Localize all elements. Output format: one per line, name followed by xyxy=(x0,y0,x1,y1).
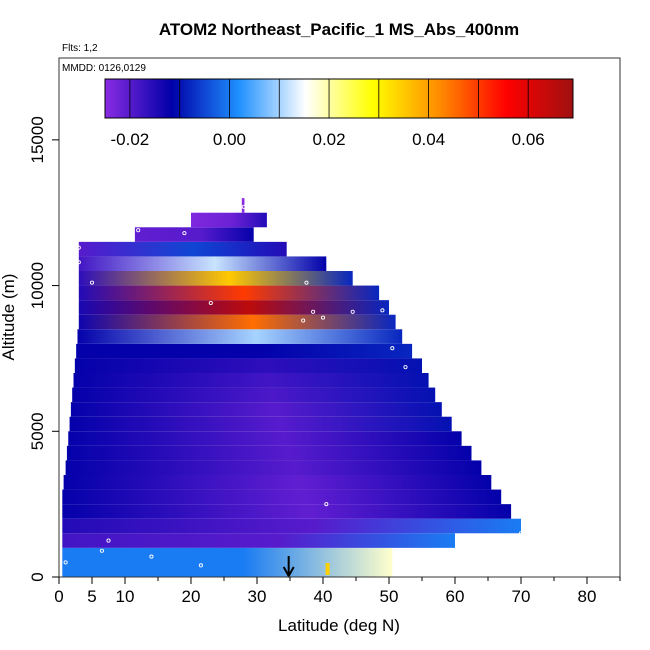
heatmap-row xyxy=(62,504,512,519)
heatmap-cells xyxy=(62,198,522,577)
sample-point xyxy=(149,554,154,559)
sample-point xyxy=(182,231,187,236)
sample-point xyxy=(320,315,326,320)
sample-point xyxy=(136,228,141,233)
sample-point xyxy=(106,538,111,543)
x-tick-label: 20 xyxy=(182,587,201,606)
heatmap-row xyxy=(70,402,442,417)
heatmap-row xyxy=(63,475,492,490)
x-tick-label: 60 xyxy=(446,587,465,606)
heatmap-row xyxy=(68,431,462,446)
heatmap-row xyxy=(78,300,390,315)
colorbar-tick-label: 0.00 xyxy=(213,130,246,149)
heatmap-row xyxy=(78,241,287,257)
heatmap-row xyxy=(77,329,403,344)
location-markers xyxy=(282,556,330,579)
sample-point xyxy=(350,309,355,314)
heatmap-row xyxy=(73,373,429,388)
heatmap-row xyxy=(62,547,393,577)
x-tick-label: 10 xyxy=(116,587,135,606)
heatmap-row xyxy=(134,227,254,242)
colorbar-tick-label: 0.06 xyxy=(512,130,545,149)
sample-point xyxy=(380,308,385,313)
sample-point xyxy=(208,301,213,306)
y-tick-label: 10000 xyxy=(28,262,47,309)
heatmap-row xyxy=(62,533,456,548)
y-axis: 0 5000 10000 15000 xyxy=(28,116,59,582)
heatmap-row xyxy=(62,518,522,534)
chart-title: ATOM2 Northeast_Pacific_1 MS_Abs_400nm xyxy=(159,20,519,39)
heatmap-row xyxy=(62,489,502,505)
x-tick-label: 0 xyxy=(54,587,63,606)
colorbar-tick-label: 0.02 xyxy=(312,130,345,149)
colorbar: -0.02 0.00 0.02 0.04 0.06 xyxy=(104,78,574,149)
heatmap-row xyxy=(191,212,267,228)
sample-point xyxy=(63,560,68,565)
sample-point xyxy=(89,280,95,285)
x-tick-label: 50 xyxy=(380,587,399,606)
sample-point xyxy=(76,260,81,265)
sample-point xyxy=(301,318,306,323)
plot-frame xyxy=(58,57,621,578)
x-tick-label: 5 xyxy=(87,587,96,606)
flights-annotation: Flts: 1,2 xyxy=(62,43,98,54)
sample-point xyxy=(311,309,316,314)
heatmap-row xyxy=(76,343,413,359)
sample-point xyxy=(518,531,524,536)
heatmap-row xyxy=(66,445,472,461)
sample-point xyxy=(324,502,329,507)
y-axis-label: Altitude (m) xyxy=(0,274,18,361)
heatmap-row xyxy=(78,285,380,301)
heatmap-row xyxy=(65,460,482,475)
sample-point xyxy=(390,346,395,351)
colorbar-tick-label: 0.04 xyxy=(412,130,445,149)
dates-annotation: MMDD: 0126,0129 xyxy=(62,63,146,74)
x-tick-label: 30 xyxy=(248,587,267,606)
heatmap-row xyxy=(72,387,436,403)
sample-point xyxy=(241,204,246,209)
location-arrow-head xyxy=(282,566,295,579)
sample-points xyxy=(63,204,524,568)
x-axis: 0 5 10 20 30 40 50 60 70 80 xyxy=(54,577,621,606)
heatmap-row xyxy=(78,271,353,286)
y-tick-label: 15000 xyxy=(28,116,47,163)
sample-point xyxy=(304,280,309,285)
heatmap-row xyxy=(78,314,396,330)
location-bar xyxy=(325,563,330,575)
sample-point xyxy=(99,548,104,553)
sample-point xyxy=(403,365,408,370)
x-tick-label: 80 xyxy=(578,587,597,606)
colorbar-tick-label: -0.02 xyxy=(111,130,150,149)
heatmap-row xyxy=(78,256,327,271)
colorbar-gradient xyxy=(104,78,574,119)
heatmap-row xyxy=(69,416,452,432)
sample-point xyxy=(76,245,81,250)
y-tick-label: 5000 xyxy=(28,412,47,450)
y-tick-label: 0 xyxy=(28,572,47,581)
heatmap-row xyxy=(74,358,422,373)
sample-point xyxy=(198,563,203,568)
x-tick-label: 70 xyxy=(512,587,531,606)
x-tick-label: 40 xyxy=(314,587,333,606)
x-axis-label: Latitude (deg N) xyxy=(278,616,400,635)
